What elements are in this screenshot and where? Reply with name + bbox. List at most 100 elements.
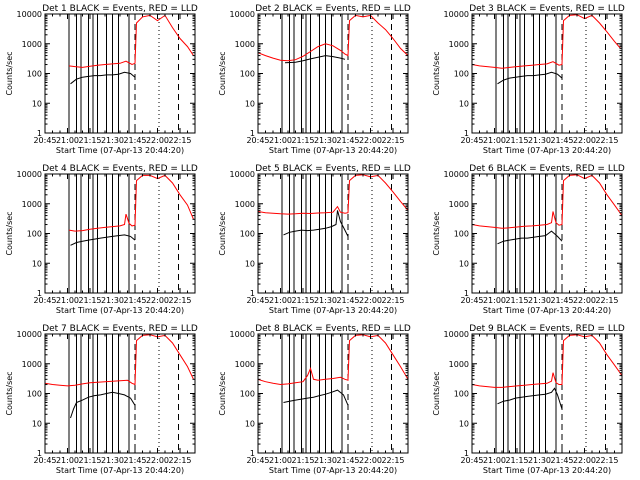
y-tick-label: 100 <box>27 70 42 79</box>
x-axis-label: Start Time (07-Apr-13 20:44:20) <box>56 306 184 315</box>
y-axis-label: Counts/sec <box>432 211 441 255</box>
x-tick-label: 22:15 <box>595 136 618 145</box>
x-tick-label: 22:00 <box>573 296 596 305</box>
series-events-line <box>70 71 136 85</box>
x-tick-label: 21:15 <box>78 136 101 145</box>
x-tick-label: 21:00 <box>56 136 79 145</box>
x-tick-label: 21:45 <box>550 456 573 465</box>
y-tick-label: 100 <box>27 230 42 239</box>
x-tick-label: 21:30 <box>314 136 337 145</box>
x-tick-label: 22:15 <box>595 456 618 465</box>
x-tick-label: 21:15 <box>505 296 528 305</box>
x-tick-label: 21:00 <box>483 136 506 145</box>
series-events-line <box>497 230 563 245</box>
x-tick-label: 21:45 <box>336 456 359 465</box>
x-tick-label: 22:00 <box>573 456 596 465</box>
y-tick-label: 1000 <box>449 200 469 209</box>
x-tick-label: 22:15 <box>381 456 404 465</box>
x-tick-label: 20:45 <box>33 296 56 305</box>
series-events-line <box>497 387 563 410</box>
series-lld-line <box>258 14 408 62</box>
series-events-line <box>70 391 136 419</box>
y-tick-label: 100 <box>240 70 255 79</box>
x-tick-label: 21:00 <box>483 456 506 465</box>
y-tick-label: 1000 <box>449 360 469 369</box>
x-tick-label: 22:15 <box>168 136 191 145</box>
y-axis-label: Counts/sec <box>432 51 441 95</box>
y-tick-label: 100 <box>240 230 255 239</box>
series-lld-line <box>68 14 194 68</box>
x-tick-label: 20:45 <box>246 136 269 145</box>
x-tick-label: 21:30 <box>314 456 337 465</box>
panel-det-9: Det 9 BLACK = Events, RED = LLD 1 10 100 100… <box>432 324 625 475</box>
y-tick-label: 1 <box>464 449 469 458</box>
x-tick-label: 21:30 <box>528 136 551 145</box>
y-axis-label: Counts/sec <box>218 51 227 95</box>
series-lld-line <box>258 174 408 215</box>
x-axis-label: Start Time (07-Apr-13 20:44:20) <box>269 466 397 475</box>
y-tick-label: 10 <box>459 99 469 108</box>
plot-frame <box>471 173 623 294</box>
x-tick-label: 21:45 <box>550 296 573 305</box>
y-tick-label: 100 <box>454 230 469 239</box>
y-tick-label: 1 <box>250 449 255 458</box>
y-tick-label: 1 <box>250 289 255 298</box>
y-tick-label: 10 <box>32 99 42 108</box>
y-tick-label: 1 <box>37 449 42 458</box>
panel-det-1: Det 1 BLACK = Events, RED = LLD 1 10 100 100… <box>5 4 198 155</box>
x-tick-label: 22:15 <box>168 296 191 305</box>
panel-det-7: Det 7 BLACK = Events, RED = LLD 1 10 100 100… <box>5 324 198 475</box>
x-tick-label: 21:15 <box>291 136 314 145</box>
y-tick-label: 10 <box>459 259 469 268</box>
x-tick-label: 21:00 <box>269 136 292 145</box>
x-tick-label: 21:30 <box>314 296 337 305</box>
y-tick-label: 10 <box>459 419 469 428</box>
x-tick-label: 21:00 <box>56 296 79 305</box>
x-tick-label: 22:00 <box>146 296 169 305</box>
y-tick-label: 10 <box>245 419 255 428</box>
y-tick-label: 1000 <box>235 360 255 369</box>
series-lld-line <box>45 334 194 387</box>
series-events-line <box>70 234 136 246</box>
y-tick-label: 10 <box>245 259 255 268</box>
y-axis-label: Counts/sec <box>5 211 14 255</box>
x-tick-label: 21:45 <box>123 136 146 145</box>
x-tick-label: 21:45 <box>550 136 573 145</box>
x-tick-label: 21:15 <box>291 456 314 465</box>
x-tick-label: 21:30 <box>528 296 551 305</box>
x-tick-label: 22:15 <box>168 456 191 465</box>
panel-title: Det 9 BLACK = Events, RED = LLD <box>469 324 625 334</box>
y-tick-label: 1000 <box>235 40 255 49</box>
series-lld-line <box>472 334 622 388</box>
x-tick-label: 20:45 <box>246 296 269 305</box>
y-tick-label: 10000 <box>17 170 42 179</box>
x-tick-label: 21:45 <box>336 136 359 145</box>
x-tick-label: 21:00 <box>269 456 292 465</box>
x-axis-label: Start Time (07-Apr-13 20:44:20) <box>483 466 611 475</box>
y-tick-label: 10000 <box>444 170 469 179</box>
x-tick-label: 22:00 <box>573 136 596 145</box>
x-tick-label: 22:00 <box>359 136 382 145</box>
x-tick-label: 22:00 <box>359 296 382 305</box>
x-tick-label: 21:30 <box>528 456 551 465</box>
x-tick-label: 22:15 <box>381 136 404 145</box>
x-tick-label: 21:15 <box>291 296 314 305</box>
series-events-line <box>284 55 346 64</box>
x-axis-label: Start Time (07-Apr-13 20:44:20) <box>56 146 184 155</box>
panel-det-4: Det 4 BLACK = Events, RED = LLD 1 10 100 100… <box>5 164 198 315</box>
x-tick-label: 20:45 <box>33 136 56 145</box>
y-tick-label: 10000 <box>230 330 255 339</box>
x-tick-label: 21:15 <box>505 456 528 465</box>
series-events-line <box>497 71 563 85</box>
x-tick-label: 21:30 <box>101 296 124 305</box>
panel-title: Det 4 BLACK = Events, RED = LLD <box>42 164 198 174</box>
panel-title: Det 1 BLACK = Events, RED = LLD <box>42 4 198 14</box>
y-tick-label: 1 <box>464 289 469 298</box>
panel-title: Det 8 BLACK = Events, RED = LLD <box>255 324 411 334</box>
y-tick-label: 1000 <box>449 40 469 49</box>
y-tick-label: 1 <box>250 129 255 138</box>
x-tick-label: 20:45 <box>460 456 483 465</box>
series-lld-line <box>472 14 621 69</box>
y-tick-label: 10000 <box>17 10 42 19</box>
